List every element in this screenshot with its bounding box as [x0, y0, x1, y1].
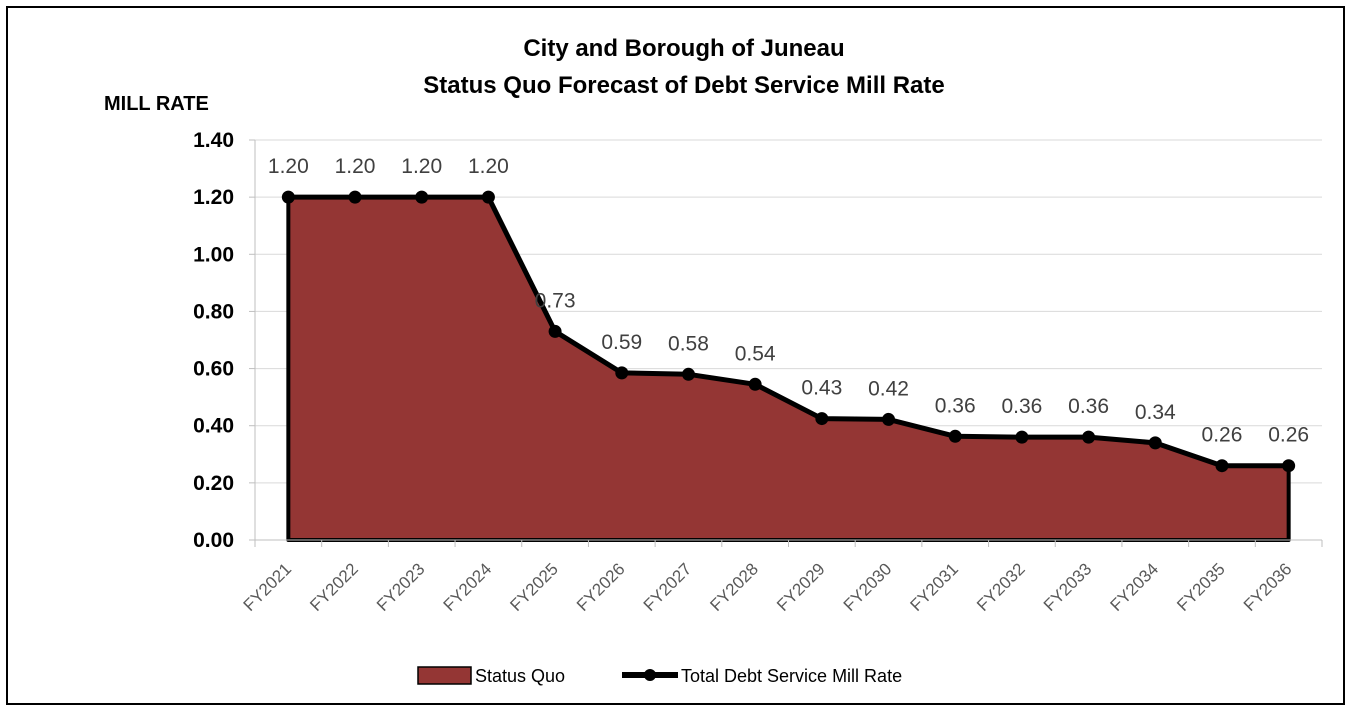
mill-rate-line-layer	[281, 190, 1296, 473]
mill-rate-point	[1282, 459, 1296, 473]
legend: Status Quo Total Debt Service Mill Rate	[417, 666, 902, 686]
x-tick-label: FY2029	[773, 559, 829, 615]
data-label: 0.59	[601, 331, 642, 354]
data-label: 0.36	[1001, 395, 1042, 418]
data-label: 0.43	[801, 377, 842, 400]
mill-rate-line	[288, 194, 1289, 469]
data-label: 0.34	[1135, 401, 1176, 424]
x-tick-label: FY2025	[506, 559, 562, 615]
y-tick-label: 0.80	[193, 300, 234, 323]
y-tick-label: 1.20	[193, 186, 234, 209]
mill-rate-point	[1082, 430, 1096, 444]
x-tick-label: FY2022	[306, 559, 362, 615]
mill-rate-point	[815, 412, 829, 426]
x-tick-label: FY2031	[907, 559, 963, 615]
mill-rate-point	[1215, 459, 1229, 473]
mill-rate-point	[548, 324, 562, 338]
mill-rate-point	[281, 190, 295, 204]
data-label: 0.54	[735, 342, 776, 365]
y-tick-label: 0.20	[193, 472, 234, 495]
x-tick-label: FY2026	[573, 559, 629, 615]
data-label: 0.42	[868, 377, 909, 400]
mill-rate-point	[1015, 430, 1029, 444]
data-label: 1.20	[401, 155, 442, 178]
data-label: 1.20	[268, 155, 309, 178]
mill-rate-point	[415, 190, 429, 204]
y-tick-label: 0.00	[193, 529, 234, 552]
mill-rate-point	[948, 429, 962, 443]
data-labels: 1.20 1.20 1.20 1.20 0.73 0.59 0.58 0.54 0.43 0.42…	[268, 155, 1309, 447]
chart-subtitle: Status Quo Forecast of Debt Service Mill…	[423, 72, 944, 99]
y-tick-labels: 0.00 0.20 0.40 0.60 0.80 1.00 1.20 1.40	[193, 129, 234, 552]
mill-rate-point	[882, 412, 896, 426]
mill-rate-point	[481, 190, 495, 204]
data-label: 0.36	[935, 394, 976, 417]
x-tick-labels: FY2021 FY2022 FY2023 FY2024 FY2025 FY2026 FY20…	[240, 559, 1296, 615]
y-tick-label: 1.00	[193, 243, 234, 266]
legend-swatch-status-quo	[417, 666, 472, 685]
legend-label-total-debt-service-mill-rate: Total Debt Service Mill Rate	[681, 666, 902, 686]
legend-label-status-quo: Status Quo	[475, 666, 565, 686]
data-label: 1.20	[468, 155, 509, 178]
mill-rate-point	[748, 377, 762, 391]
x-tick-label: FY2033	[1040, 559, 1096, 615]
mill-rate-point	[681, 367, 695, 381]
x-tick-label: FY2023	[373, 559, 429, 615]
chart-frame	[6, 6, 1345, 705]
legend-swatch-marker	[644, 669, 656, 681]
y-tick-label: 0.40	[193, 415, 234, 438]
chart-title: City and Borough of Juneau	[523, 35, 844, 62]
x-tick-label: FY2034	[1107, 559, 1163, 615]
mill-rate-point	[615, 366, 629, 380]
data-label: 0.73	[535, 289, 576, 312]
axes	[249, 139, 1323, 547]
x-tick-label: FY2021	[240, 559, 296, 615]
y-tick-label: 1.40	[193, 129, 234, 152]
y-tick-label: 0.60	[193, 358, 234, 381]
data-label: 1.20	[335, 155, 376, 178]
mill-rate-point	[348, 190, 362, 204]
x-tick-label: FY2028	[706, 559, 762, 615]
x-tick-label: FY2036	[1240, 559, 1296, 615]
x-tick-label: FY2030	[840, 559, 896, 615]
x-tick-label: FY2035	[1173, 559, 1229, 615]
data-label: 0.36	[1068, 395, 1109, 418]
data-label: 0.58	[668, 332, 709, 355]
x-tick-label: FY2027	[640, 559, 696, 615]
data-label: 0.26	[1268, 424, 1309, 447]
x-tick-label: FY2024	[440, 559, 496, 615]
data-label: 0.26	[1202, 424, 1243, 447]
x-tick-label: FY2032	[973, 559, 1029, 615]
y-axis-label: MILL RATE	[104, 93, 209, 115]
mill-rate-point	[1148, 436, 1162, 450]
